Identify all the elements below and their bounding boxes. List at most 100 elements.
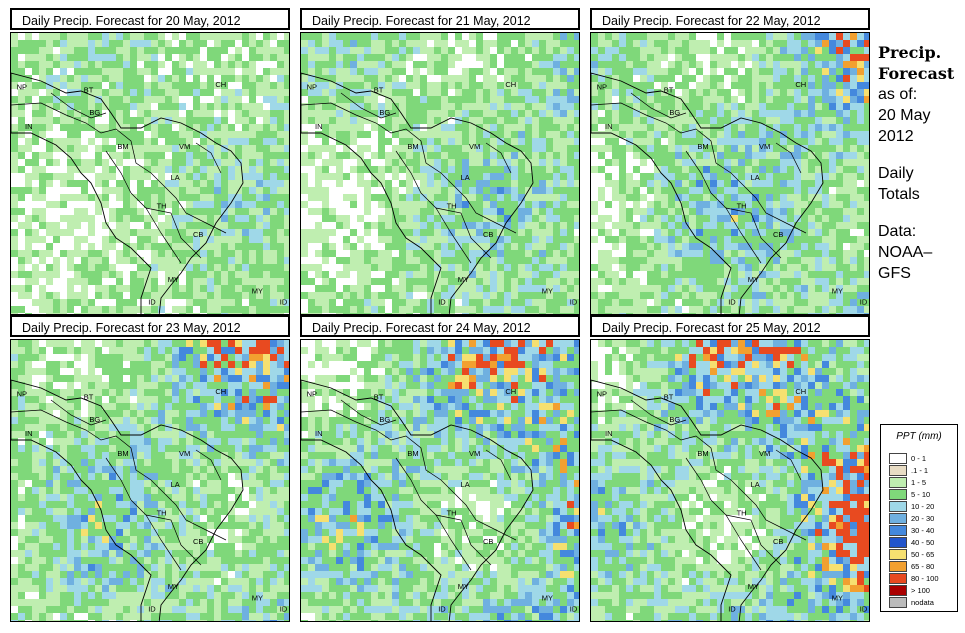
precip-cell	[574, 236, 579, 243]
precip-cell	[315, 250, 322, 257]
precip-cell	[497, 306, 504, 313]
precip-cell	[619, 61, 626, 68]
precip-cell	[39, 278, 46, 285]
precip-cell	[263, 194, 270, 201]
precip-cell	[724, 166, 731, 173]
precip-cell	[752, 222, 759, 229]
precip-cell	[256, 278, 263, 285]
precip-cell	[378, 68, 385, 75]
precip-cell	[647, 124, 654, 131]
precip-cell	[661, 180, 668, 187]
precip-cell	[490, 313, 497, 314]
precip-cell	[315, 124, 322, 131]
precip-cell	[626, 215, 633, 222]
precip-cell	[277, 173, 284, 180]
precip-cell	[455, 61, 462, 68]
precip-cell	[434, 180, 441, 187]
precip-cell	[32, 61, 39, 68]
precip-cell	[378, 194, 385, 201]
precip-cell	[406, 299, 413, 306]
precip-cell	[284, 75, 289, 82]
precip-cell	[434, 117, 441, 124]
precip-cell	[626, 243, 633, 250]
precip-cell	[469, 187, 476, 194]
precip-cell	[322, 54, 329, 61]
precip-cell	[633, 250, 640, 257]
precip-cell	[483, 306, 490, 313]
precip-cell	[130, 271, 137, 278]
precip-cell	[67, 215, 74, 222]
precip-cell	[270, 131, 277, 138]
precip-cell	[53, 173, 60, 180]
precip-cell	[18, 208, 25, 215]
precip-cell	[560, 306, 567, 313]
precip-cell	[717, 33, 724, 40]
precip-cell	[448, 187, 455, 194]
precip-cell	[780, 124, 787, 131]
precip-cell	[308, 96, 315, 103]
precip-cell	[60, 229, 67, 236]
precip-cell	[11, 257, 18, 264]
precip-cell	[829, 40, 836, 47]
precip-cell	[619, 215, 626, 222]
precip-cell	[200, 243, 207, 250]
precip-cell	[717, 61, 724, 68]
precip-cell	[179, 250, 186, 257]
precip-cell	[553, 278, 560, 285]
precip-cell	[151, 271, 158, 278]
precip-cell	[640, 208, 647, 215]
precip-cell	[420, 75, 427, 82]
precip-cell	[553, 117, 560, 124]
precip-cell	[420, 173, 427, 180]
precip-cell	[843, 299, 850, 306]
precip-cell	[165, 299, 172, 306]
precip-cell	[864, 33, 869, 40]
precip-cell	[399, 250, 406, 257]
precip-cell	[766, 194, 773, 201]
precip-cell	[420, 68, 427, 75]
precip-cell	[18, 54, 25, 61]
precip-cell	[766, 215, 773, 222]
precip-cell	[724, 33, 731, 40]
precip-cell	[399, 68, 406, 75]
precip-cell	[263, 75, 270, 82]
precip-cell	[504, 264, 511, 271]
precip-cell	[413, 194, 420, 201]
precip-cell	[109, 313, 116, 314]
precip-cell	[378, 40, 385, 47]
precip-cell	[710, 306, 717, 313]
precip-cell	[158, 201, 165, 208]
precip-cell	[766, 82, 773, 89]
precip-cell	[25, 103, 32, 110]
precip-cell	[322, 68, 329, 75]
precip-cell	[836, 313, 843, 314]
precip-cell	[462, 68, 469, 75]
precip-cell	[25, 215, 32, 222]
precip-cell	[836, 110, 843, 117]
precip-cell	[242, 40, 249, 47]
precip-cell	[256, 229, 263, 236]
precip-cell	[850, 82, 857, 89]
precip-cell	[123, 236, 130, 243]
precip-cell	[74, 278, 81, 285]
precip-cell	[221, 33, 228, 40]
precip-cell	[857, 257, 864, 264]
precip-cell	[413, 306, 420, 313]
precip-cell	[483, 68, 490, 75]
precip-cell	[857, 292, 864, 299]
precip-cell	[11, 173, 18, 180]
precip-cell	[364, 243, 371, 250]
precip-cell	[165, 138, 172, 145]
precip-cell	[455, 117, 462, 124]
precip-cell	[343, 110, 350, 117]
precip-cell	[158, 110, 165, 117]
precip-cell	[787, 271, 794, 278]
precip-cell	[441, 278, 448, 285]
precip-cell	[39, 250, 46, 257]
precip-cell	[102, 145, 109, 152]
precip-cell	[766, 89, 773, 96]
precip-cell	[116, 159, 123, 166]
precip-cell	[385, 117, 392, 124]
precip-cell	[263, 243, 270, 250]
precip-cell	[850, 33, 857, 40]
